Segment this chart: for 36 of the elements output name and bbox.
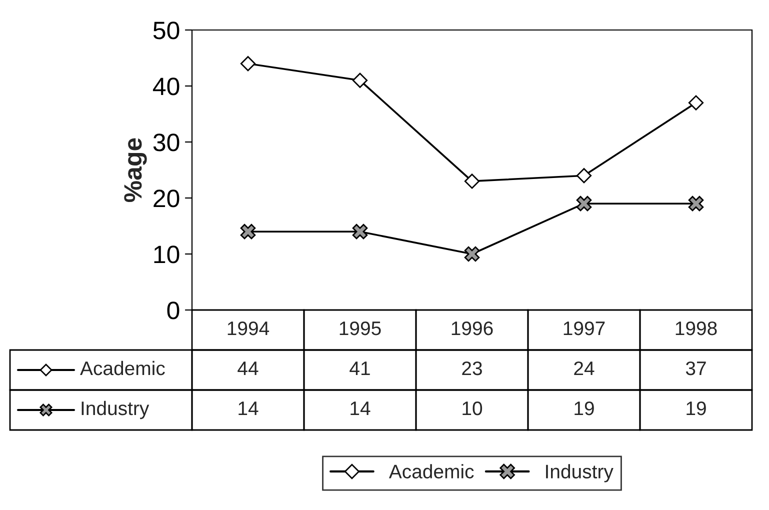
point — [352, 224, 368, 240]
data-label: 37 — [686, 361, 706, 376]
y-tick-label: 20 — [154, 190, 180, 208]
data-label: 24 — [574, 361, 594, 376]
x-tick-label: 1997 — [564, 321, 605, 336]
y-axis-title: %age — [124, 138, 147, 202]
point — [240, 56, 256, 72]
y-tick-label: 50 — [153, 22, 180, 40]
point — [576, 196, 592, 212]
data-label: 23 — [462, 361, 482, 376]
x-tick-label: 1994 — [228, 321, 270, 336]
x-tick-label: 1995 — [340, 321, 381, 336]
point — [464, 246, 480, 262]
x-tick-label: 1998 — [676, 321, 717, 336]
x-tick-label: 1996 — [452, 321, 493, 336]
point — [240, 224, 256, 240]
data-label: 19 — [686, 401, 706, 416]
point — [688, 95, 704, 110]
y-tick-label: 30 — [153, 134, 180, 152]
point — [576, 168, 592, 184]
point — [688, 196, 704, 212]
legend-label: Academic — [80, 360, 165, 376]
y-tick-label: 0 — [167, 302, 180, 320]
data-label: 14 — [238, 402, 258, 416]
data-label: 14 — [350, 402, 370, 416]
y-tick-label: 10 — [154, 246, 180, 264]
legend-label: Industry — [82, 400, 150, 420]
data-label: 41 — [350, 362, 370, 376]
data-label: 10 — [462, 401, 482, 416]
text: Academic — [388, 464, 474, 478]
point — [464, 174, 480, 189]
y-tick-label: 40 — [152, 78, 180, 96]
point — [352, 72, 368, 88]
text: Industry — [546, 464, 614, 482]
data-label: 19 — [574, 401, 594, 416]
data-label: 44 — [238, 362, 258, 376]
